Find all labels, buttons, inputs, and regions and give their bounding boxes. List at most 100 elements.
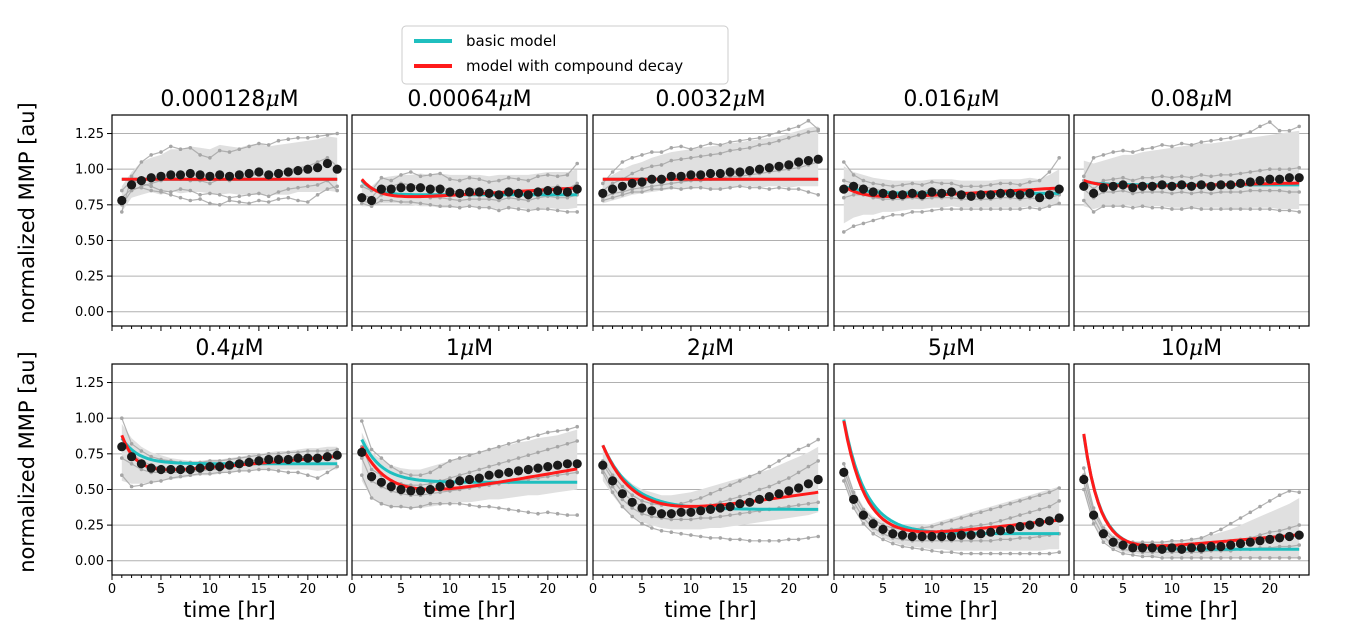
replicate-point	[669, 181, 674, 186]
replicate-point	[467, 175, 472, 180]
replicate-point	[689, 533, 693, 537]
replicate-point	[1170, 191, 1174, 196]
mean-point	[1245, 537, 1255, 547]
panel-title: 1μM	[446, 336, 493, 361]
replicate-point	[861, 521, 866, 526]
mean-point	[1226, 180, 1236, 190]
replicate-point	[1277, 556, 1282, 560]
mean-point	[322, 452, 332, 462]
replicate-point	[659, 150, 664, 154]
mean-point	[484, 188, 494, 198]
mean-point	[868, 519, 878, 529]
mean-point	[474, 473, 484, 483]
replicate-point	[120, 416, 124, 420]
replicate-point	[1018, 513, 1022, 517]
replicate-point	[399, 173, 403, 177]
replicate-point	[1228, 521, 1233, 526]
y-tick-label: 0.00	[75, 305, 104, 320]
mean-point	[735, 499, 745, 509]
replicate-point	[379, 501, 384, 506]
replicate-point	[325, 187, 330, 191]
replicate-point	[1268, 499, 1272, 503]
replicate-point	[369, 204, 374, 208]
replicate-point	[188, 473, 193, 477]
replicate-point	[306, 136, 310, 140]
replicate-point	[1150, 540, 1155, 544]
replicate-point	[1189, 205, 1194, 210]
replicate-point	[477, 467, 482, 472]
mean-point	[976, 529, 986, 539]
mean-point	[523, 464, 533, 475]
x-tick-label: 20	[540, 582, 557, 597]
replicate-point	[575, 439, 579, 443]
replicate-point	[620, 497, 625, 502]
replicate-point	[708, 153, 713, 157]
replicate-point	[360, 456, 364, 460]
replicate-point	[1238, 556, 1243, 560]
mean-point	[976, 190, 986, 200]
replicate-point	[296, 136, 300, 140]
replicate-point	[718, 536, 723, 540]
mean-point	[195, 463, 205, 473]
replicate-point	[1037, 551, 1042, 556]
replicate-point	[1057, 201, 1061, 206]
replicate-point	[601, 470, 605, 475]
replicate-point	[1111, 204, 1115, 208]
replicate-point	[546, 510, 550, 515]
replicate-point	[565, 427, 570, 432]
replicate-point	[1028, 510, 1032, 515]
mean-point	[1226, 540, 1236, 550]
legend: basic model model with compound decay	[401, 25, 729, 85]
mean-point	[1015, 190, 1025, 200]
replicate-point	[1047, 551, 1052, 556]
replicate-point	[1199, 190, 1204, 194]
replicate-point	[526, 178, 531, 183]
panel-title-mu: μ	[460, 336, 474, 361]
replicate-point	[555, 511, 560, 516]
replicate-point	[777, 539, 781, 543]
replicate-point	[939, 207, 944, 211]
replicate-point	[650, 526, 654, 530]
replicate-point	[747, 539, 752, 543]
replicate-point	[306, 449, 310, 453]
replicate-point	[728, 537, 732, 542]
replicate-point	[679, 187, 683, 191]
x-tick-label: 0	[589, 582, 597, 597]
replicate-point	[900, 213, 905, 217]
y-tick-label: 0.50	[75, 234, 104, 249]
replicate-point	[257, 141, 261, 146]
mean-point	[705, 504, 716, 514]
mean-point	[494, 469, 504, 479]
replicate-point	[1189, 537, 1194, 542]
replicate-point	[257, 191, 261, 196]
mean-point	[185, 168, 195, 179]
replicate-point	[159, 479, 163, 483]
replicate-point	[1028, 205, 1032, 210]
replicate-point	[998, 519, 1003, 523]
replicate-point	[428, 203, 433, 207]
replicate-point	[286, 137, 291, 141]
replicate-point	[198, 472, 202, 476]
replicate-point	[669, 517, 674, 522]
replicate-point	[448, 197, 452, 201]
replicate-point	[1297, 210, 1301, 214]
replicate-point	[881, 537, 885, 542]
replicate-point	[959, 551, 964, 556]
replicate-point	[767, 484, 772, 489]
replicate-point	[1189, 143, 1194, 147]
replicate-point	[1297, 556, 1301, 560]
replicate-point	[546, 173, 550, 177]
panel-title-value: 0.000128	[160, 87, 265, 112]
mean-point	[986, 190, 996, 200]
panel-title-mu: μ	[701, 336, 715, 361]
replicate-point	[630, 156, 634, 160]
replicate-point	[1248, 188, 1253, 193]
replicate-point	[796, 503, 801, 507]
replicate-point	[536, 433, 540, 438]
replicate-point	[777, 480, 781, 485]
replicate-point	[1160, 143, 1164, 147]
mean-point	[543, 186, 553, 196]
mean-point	[1089, 510, 1099, 520]
replicate-point	[959, 207, 964, 211]
replicate-point	[969, 207, 973, 211]
